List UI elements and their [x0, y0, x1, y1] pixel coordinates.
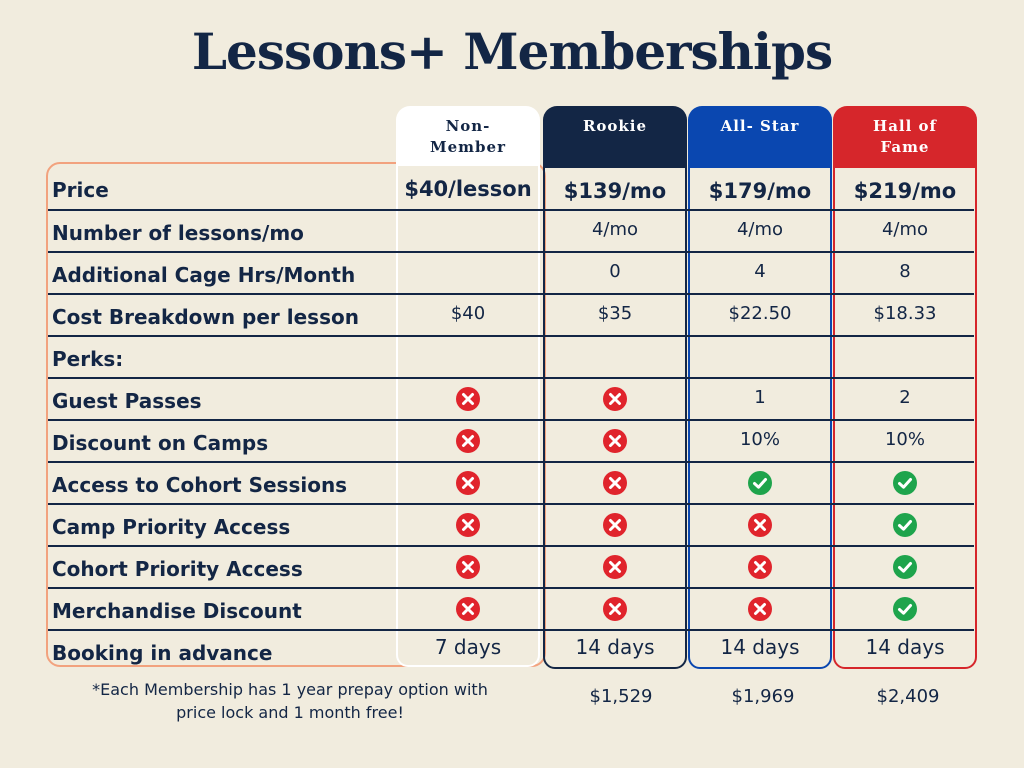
x-circle-icon — [602, 512, 627, 537]
row-labels-panel — [46, 162, 546, 667]
price-rookie: $139/mo — [563, 179, 667, 203]
table-cell: 10% — [884, 429, 925, 450]
table-cell: 4/mo — [591, 219, 639, 240]
table-cell: 4 — [754, 261, 766, 282]
row-label: Perks: — [52, 347, 124, 371]
x-circle-icon — [747, 596, 772, 621]
row-label: Guest Passes — [52, 389, 202, 413]
check-circle-icon — [892, 512, 917, 537]
table-cell: 1 — [754, 387, 766, 408]
row-divider — [48, 587, 974, 589]
x-circle-icon — [455, 386, 480, 411]
table-cell: $35 — [597, 303, 633, 324]
row-label: Discount on Camps — [52, 431, 269, 455]
check-circle-icon — [747, 470, 772, 495]
column-body-all-star — [688, 166, 832, 669]
column-header-hall-of-fame: Hall of Fame — [833, 106, 977, 166]
row-label: Camp Priority Access — [52, 515, 291, 539]
row-divider — [48, 335, 974, 337]
table-cell: 4/mo — [736, 219, 784, 240]
prepay-footnote: *Each Membership has 1 year prepay optio… — [60, 678, 520, 724]
page-title: Lessons+ Memberships — [191, 22, 833, 81]
x-circle-icon — [455, 470, 480, 495]
footnote-line1: *Each Membership has 1 year prepay optio… — [92, 680, 488, 699]
table-cell: $22.50 — [728, 303, 792, 324]
column-title-line1: Rookie — [582, 117, 648, 135]
column-header-all-star: All- Star — [688, 106, 832, 166]
x-circle-icon — [602, 470, 627, 495]
table-cell: $40 — [450, 303, 486, 324]
prepay-all-star: $1,969 — [731, 686, 795, 707]
check-circle-icon — [892, 596, 917, 621]
x-circle-icon — [455, 554, 480, 579]
x-circle-icon — [747, 512, 772, 537]
column-body-non-member — [396, 164, 540, 667]
row-label-price: Price — [52, 178, 109, 202]
column-title-line1: Hall of — [873, 117, 937, 135]
row-divider — [48, 419, 974, 421]
table-cell: 10% — [739, 429, 780, 450]
row-label: Number of lessons/mo — [52, 221, 304, 245]
table-cell: 7 days — [434, 635, 502, 659]
column-title-line2: Fame — [880, 138, 930, 156]
row-label: Cohort Priority Access — [52, 557, 303, 581]
prepay-rookie: $1,529 — [589, 686, 653, 707]
row-divider — [48, 545, 974, 547]
column-header-non-member: Non- Member — [396, 106, 540, 166]
row-divider — [48, 461, 974, 463]
check-circle-icon — [892, 470, 917, 495]
price-hall-of-fame: $219/mo — [853, 179, 957, 203]
x-circle-icon — [602, 554, 627, 579]
x-circle-icon — [455, 428, 480, 453]
row-divider — [48, 377, 974, 379]
x-circle-icon — [602, 428, 627, 453]
table-cell: 14 days — [575, 635, 655, 659]
column-title-line2: Member — [430, 138, 506, 156]
row-label: Booking in advance — [52, 641, 273, 665]
column-body-hall-of-fame — [833, 166, 977, 669]
table-cell: 14 days — [865, 635, 945, 659]
row-divider — [48, 293, 974, 295]
x-circle-icon — [602, 596, 627, 621]
table-cell: 8 — [899, 261, 911, 282]
row-label: Cost Breakdown per lesson — [52, 305, 359, 329]
column-body-rookie — [543, 166, 687, 669]
x-circle-icon — [455, 512, 480, 537]
column-title-line1: Non- — [445, 117, 491, 135]
price-all-star: $179/mo — [708, 179, 812, 203]
table-cell: $18.33 — [873, 303, 937, 324]
column-header-rookie: Rookie — [543, 106, 687, 166]
row-label: Merchandise Discount — [52, 599, 302, 623]
price-non-member: $40/lesson — [404, 177, 532, 201]
x-circle-icon — [747, 554, 772, 579]
x-circle-icon — [602, 386, 627, 411]
table-cell: 4/mo — [881, 219, 929, 240]
row-divider — [48, 209, 974, 211]
row-label: Access to Cohort Sessions — [52, 473, 348, 497]
row-divider — [48, 629, 974, 631]
x-circle-icon — [455, 596, 480, 621]
table-cell: 2 — [899, 387, 911, 408]
table-cell: 14 days — [720, 635, 800, 659]
table-cell: 0 — [609, 261, 621, 282]
row-divider — [48, 251, 974, 253]
footnote-line2: price lock and 1 month free! — [176, 703, 404, 722]
check-circle-icon — [892, 554, 917, 579]
prepay-hall-of-fame: $2,409 — [876, 686, 940, 707]
column-title-line1: All- Star — [720, 117, 800, 135]
row-divider — [48, 503, 974, 505]
row-label: Additional Cage Hrs/Month — [52, 263, 356, 287]
